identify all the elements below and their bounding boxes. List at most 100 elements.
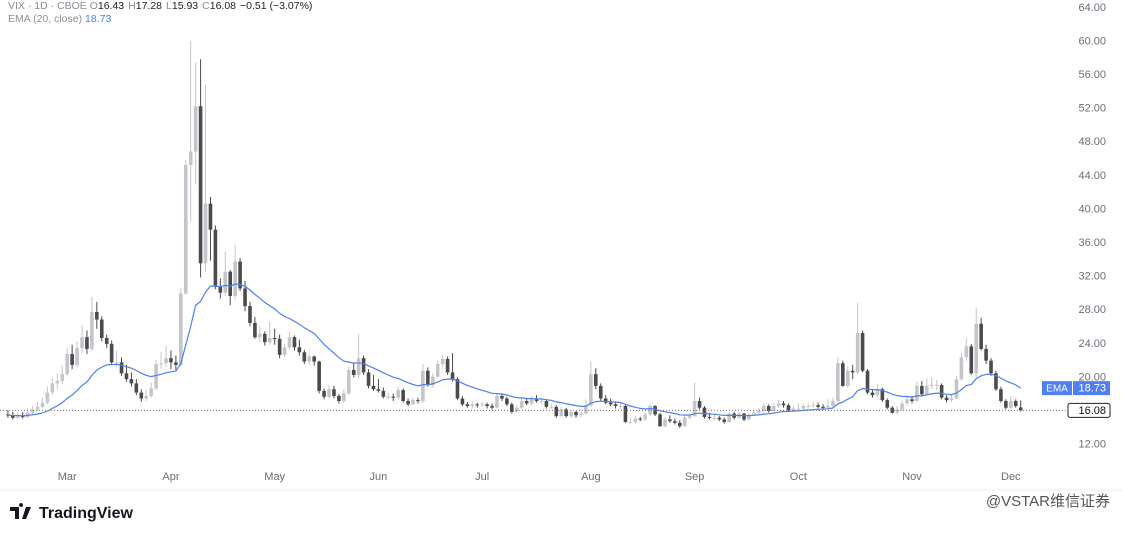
candle-body: [193, 106, 198, 152]
candle-body: [396, 390, 400, 398]
candle-body: [267, 338, 272, 343]
ema-tag-value-bg: [1073, 381, 1110, 396]
candle-body: [505, 398, 509, 405]
candle-body: [465, 404, 470, 407]
candle-body: [801, 406, 806, 409]
candle-body: [702, 407, 707, 417]
y-tick-label: 44.00: [1078, 170, 1106, 182]
candle-body: [668, 419, 672, 422]
candle-body: [925, 385, 929, 395]
candle-body: [870, 392, 875, 396]
candle-body: [119, 362, 124, 374]
candle-body: [544, 400, 549, 407]
candle-body: [598, 385, 603, 399]
candle-body: [70, 353, 74, 365]
candle-body: [322, 390, 326, 397]
ema-line: [7, 283, 1022, 417]
candle-body: [302, 352, 307, 362]
candle-body: [579, 413, 583, 416]
candle-body: [648, 406, 652, 415]
y-tick-label: 48.00: [1078, 136, 1106, 148]
candle-body: [154, 364, 158, 389]
candle-body: [574, 411, 578, 416]
candle-body: [386, 396, 391, 398]
candle-body: [174, 362, 178, 365]
indicator-value: 18.73: [85, 13, 112, 25]
candle-body: [203, 203, 208, 264]
candle-body: [317, 361, 321, 391]
brand: TradingView: [39, 505, 134, 522]
candle-body: [95, 311, 99, 320]
candle-body: [658, 414, 662, 427]
ema-tag-name-bg: [1042, 381, 1072, 396]
symbol-header: VIX · 1D · CBOE O16.43 H17.28 L15.93 C16.08…: [8, 0, 316, 12]
candle-body: [435, 364, 440, 377]
candle-body: [885, 400, 890, 408]
candle-body: [850, 370, 855, 373]
candle-body: [258, 333, 262, 338]
candle-body: [831, 400, 835, 407]
candle-body: [40, 402, 45, 407]
candle-body: [401, 390, 405, 401]
candle-body: [910, 399, 914, 401]
candle-body: [608, 402, 613, 405]
candle-body: [549, 406, 554, 408]
candle-body: [979, 323, 983, 349]
candle-body: [742, 413, 746, 420]
candle-body: [623, 406, 628, 422]
candle-body: [129, 379, 134, 384]
candle-body: [989, 360, 993, 374]
candle-body: [895, 409, 899, 413]
candle-body: [411, 400, 415, 405]
candle-body: [376, 389, 381, 391]
x-tick-label: Sep: [685, 471, 705, 483]
candle-body: [233, 261, 237, 297]
y-tick-label: 32.00: [1078, 271, 1106, 283]
candle-body: [806, 406, 811, 408]
y-tick-label: 64.00: [1078, 2, 1106, 14]
candle-body: [999, 389, 1003, 401]
candles: [6, 40, 1023, 428]
candle-body: [524, 400, 529, 404]
candle-body: [475, 404, 480, 406]
candle-body: [529, 399, 534, 404]
x-tick-label: May: [264, 471, 285, 483]
candle-body: [450, 372, 455, 380]
x-tick-label: Nov: [902, 471, 922, 483]
candle-body: [836, 363, 840, 401]
y-tick-label: 52.00: [1078, 103, 1106, 115]
candle-body: [969, 346, 974, 374]
ohlc-value: 17.28: [135, 0, 163, 12]
candle-body: [855, 332, 860, 373]
candle-body: [786, 405, 791, 411]
candle-body: [104, 338, 109, 344]
candle-body: [766, 406, 771, 412]
candle-body: [653, 406, 657, 415]
candle-body: [984, 348, 988, 361]
x-tick-label: Aug: [581, 471, 601, 483]
candle-body: [500, 395, 504, 399]
x-tick-label: Jul: [475, 471, 489, 483]
candle-body: [865, 370, 870, 393]
candle-body: [752, 412, 756, 415]
candle-body: [845, 370, 850, 386]
candle-body: [594, 374, 598, 386]
y-tick-label: 60.00: [1078, 35, 1106, 47]
candle-body: [406, 400, 410, 405]
candle-body: [934, 385, 939, 387]
candle-body: [791, 408, 796, 411]
candle-body: [761, 406, 766, 412]
candle-body: [35, 406, 40, 410]
price-change: −0.51 (−3.07%): [240, 0, 313, 12]
candle-body: [915, 385, 919, 401]
candle-body: [342, 393, 346, 401]
candle-body: [559, 409, 564, 417]
candle-body: [65, 353, 69, 375]
candle-body: [880, 389, 885, 401]
candle-body: [776, 403, 781, 407]
x-tick-label: Oct: [790, 471, 807, 483]
candle-body: [890, 407, 895, 413]
candle-body: [638, 418, 643, 420]
